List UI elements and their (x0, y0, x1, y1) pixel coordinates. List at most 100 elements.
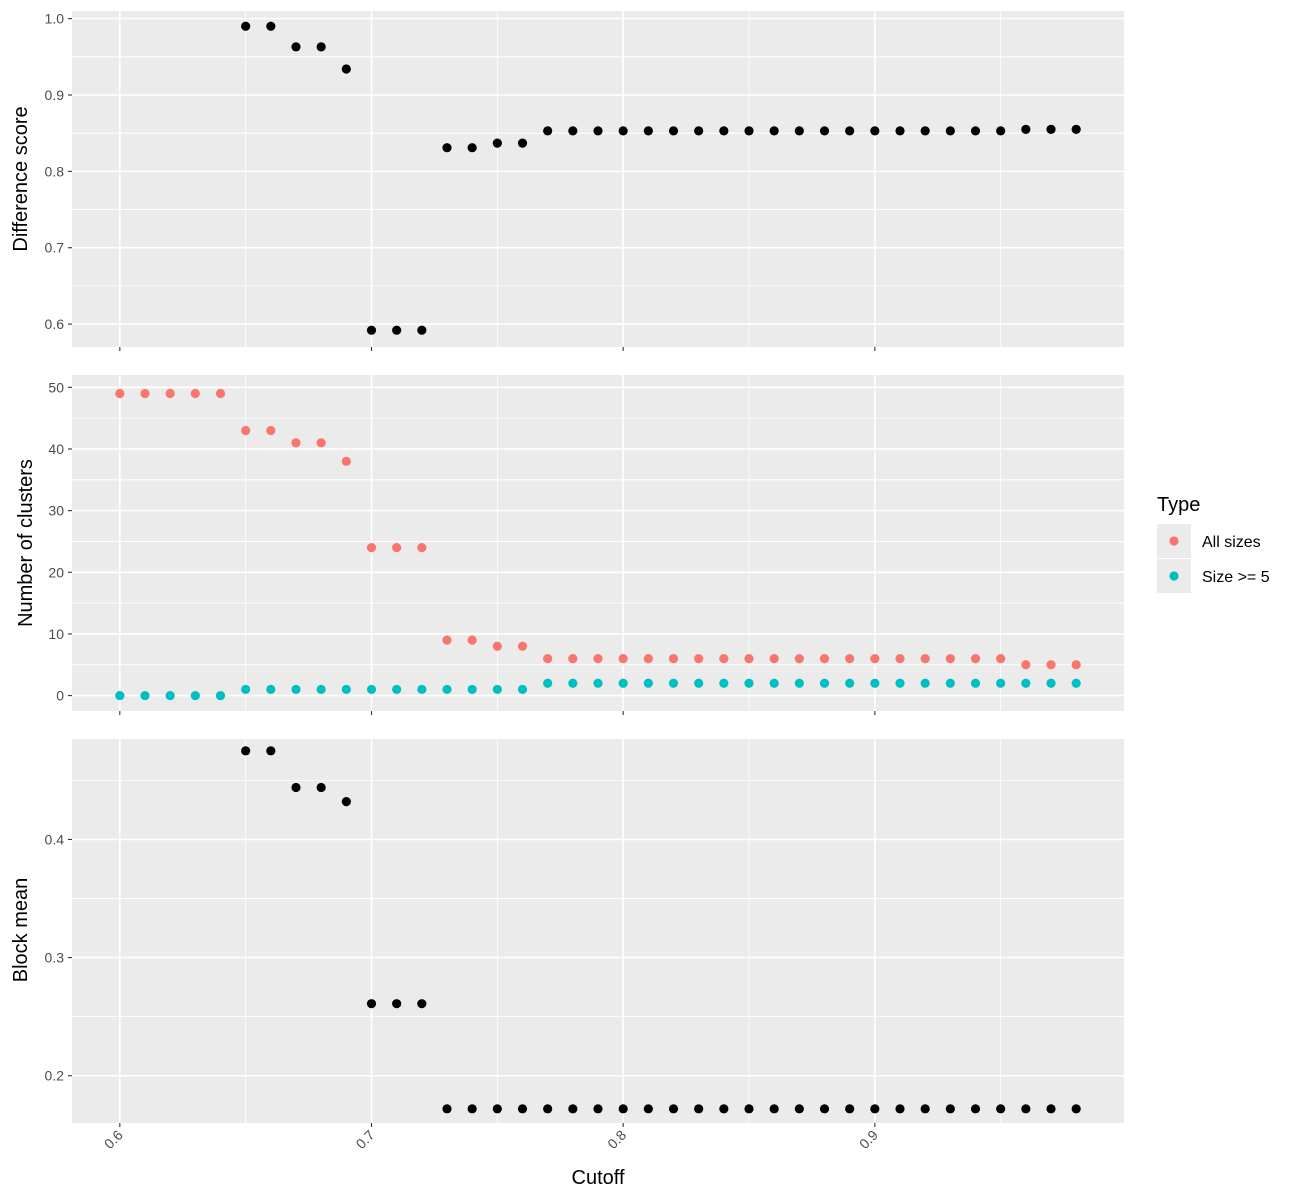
data-point-all-sizes (895, 653, 905, 664)
data-point-size-5 (819, 678, 830, 688)
data-point-all-sizes (845, 653, 855, 664)
data-point-size-5 (1046, 678, 1056, 688)
data-point-all-sizes (517, 641, 528, 651)
data-point-size-5 (190, 690, 200, 701)
data-point-size-5 (794, 678, 804, 688)
data-point-all-sizes (241, 425, 251, 436)
data-point-series (392, 999, 402, 1009)
y-tick-label: 0.4 (45, 831, 65, 847)
data-point-size-5 (165, 690, 175, 701)
data-point-all-sizes (266, 425, 276, 436)
data-point-all-sizes (1046, 660, 1056, 670)
data-point-series (744, 1104, 754, 1114)
data-point-series (366, 999, 377, 1009)
data-point-series (895, 1104, 905, 1114)
data-point-series (618, 126, 628, 136)
data-point-size-5 (643, 678, 653, 688)
y-axis-title-block-mean: Block mean (10, 878, 32, 983)
data-point-size-5 (140, 690, 150, 701)
data-point-size-5 (417, 684, 427, 695)
data-point-series (593, 1104, 603, 1114)
data-point-all-sizes (719, 653, 729, 664)
y-axis-title-difference-score: Difference score (10, 106, 32, 251)
data-point-series (392, 325, 402, 335)
y-tick-label: 1.0 (45, 11, 65, 27)
data-point-series (442, 143, 452, 153)
x-tick-label: 0.7 (353, 1127, 378, 1152)
data-point-all-sizes (215, 388, 226, 399)
data-point-all-sizes (140, 388, 150, 399)
y-tick-label: 20 (48, 564, 64, 580)
x-axis-title: Cutoff (572, 1167, 625, 1189)
y-tick-label: 0.6 (45, 316, 65, 332)
data-point-size-5 (744, 678, 754, 688)
panel-block-mean: 0.2 0.3 0.4 0.6 0.7 0.8 0.9 (45, 739, 1124, 1152)
data-point-series (1071, 124, 1081, 134)
data-point-all-sizes (366, 543, 377, 553)
data-point-all-sizes (392, 543, 402, 553)
data-point-all-sizes (870, 653, 880, 664)
data-point-series (291, 782, 301, 793)
data-point-all-sizes (996, 653, 1006, 664)
data-point-series (467, 1104, 477, 1114)
data-point-all-sizes (1071, 660, 1081, 670)
data-point-size-5 (845, 678, 855, 688)
data-point-all-sizes (165, 388, 175, 399)
data-point-all-sizes (467, 635, 477, 645)
data-point-series (819, 126, 830, 136)
data-point-series (517, 138, 528, 148)
data-point-series (643, 126, 653, 136)
data-point-series (568, 1104, 578, 1114)
data-point-all-sizes (442, 635, 452, 645)
data-point-size-5 (266, 684, 276, 695)
data-point-series (1071, 1104, 1081, 1114)
data-point-all-sizes (643, 653, 653, 664)
data-point-series (543, 126, 553, 136)
data-point-series (895, 126, 905, 136)
data-point-series (794, 1104, 804, 1114)
data-point-size-5 (316, 684, 326, 695)
data-point-all-sizes (291, 438, 301, 448)
x-tick-label: 0.6 (101, 1127, 126, 1152)
data-point-size-5 (366, 684, 377, 695)
data-point-size-5 (945, 678, 955, 688)
data-point-size-5 (694, 678, 704, 688)
data-point-series (1046, 1104, 1056, 1114)
legend-title: Type (1157, 494, 1200, 516)
y-axis-title-number-of-clusters: Number of clusters (15, 459, 37, 627)
data-point-size-5 (996, 678, 1006, 688)
data-point-size-5 (467, 684, 477, 695)
data-point-series (794, 126, 804, 136)
data-point-series (719, 126, 729, 136)
data-point-size-5 (870, 678, 880, 688)
data-point-size-5 (1071, 678, 1081, 688)
data-point-size-5 (543, 678, 553, 688)
data-point-series (945, 126, 955, 136)
data-point-series (668, 1104, 679, 1114)
data-point-series (694, 126, 704, 136)
data-point-series (870, 1104, 880, 1114)
data-point-series (241, 21, 251, 31)
data-point-series (870, 126, 880, 136)
data-point-series (517, 1104, 528, 1114)
data-point-all-sizes (115, 388, 125, 399)
data-point-all-sizes (492, 641, 502, 651)
data-point-all-sizes (543, 653, 553, 664)
data-point-size-5 (341, 684, 351, 695)
y-tick-label: 0.9 (45, 87, 65, 103)
y-tick-label: 30 (48, 503, 64, 519)
data-point-series (668, 126, 679, 136)
panel-background (72, 739, 1124, 1123)
data-point-size-5 (895, 678, 905, 688)
data-point-series (970, 126, 981, 136)
y-tick-label: 0.8 (45, 163, 65, 179)
panel-number-of-clusters: 0 10 20 30 40 50 (48, 375, 1124, 715)
data-point-series (341, 797, 351, 807)
data-point-size-5 (719, 678, 729, 688)
x-tick-label: 0.8 (604, 1127, 629, 1152)
data-point-size-5 (593, 678, 603, 688)
data-point-series (618, 1104, 628, 1114)
data-point-series (291, 42, 301, 52)
data-point-size-5 (215, 690, 226, 701)
data-point-series (266, 746, 276, 756)
